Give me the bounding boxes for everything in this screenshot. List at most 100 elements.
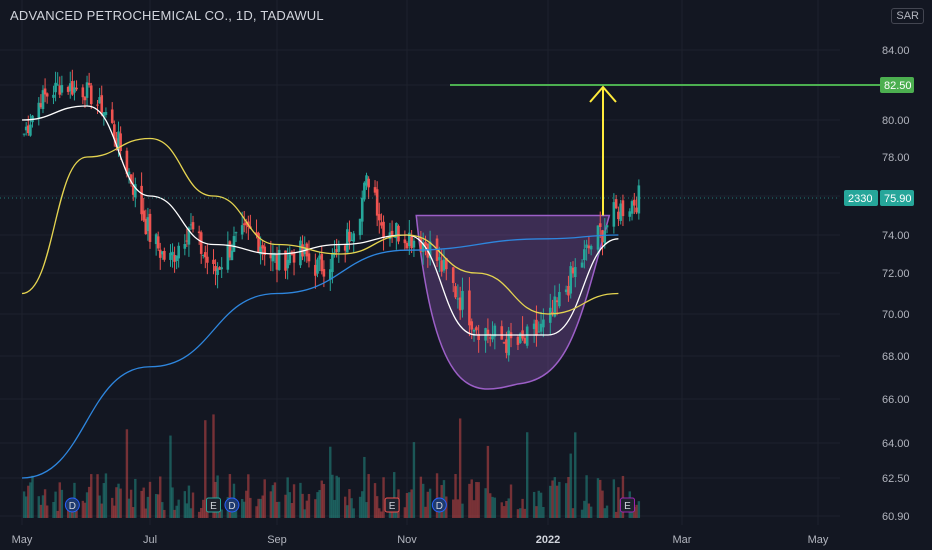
candle-body	[58, 85, 62, 95]
volume-bar	[491, 496, 494, 518]
volume-bar	[337, 477, 341, 518]
volume-bar	[75, 510, 78, 518]
volume-bar	[301, 493, 304, 518]
candle-body	[564, 289, 568, 293]
candle-body	[117, 131, 120, 151]
volume-bar	[637, 501, 641, 518]
event-marker-label: E	[210, 501, 217, 512]
candle-body	[523, 337, 527, 344]
volume-bar	[104, 473, 108, 518]
candle-body	[493, 325, 497, 337]
volume-bar	[275, 501, 279, 518]
candle-body	[580, 262, 584, 268]
volume-bar	[521, 498, 524, 518]
x-tick-label: Sep	[267, 534, 287, 546]
volume-bar	[144, 508, 148, 518]
volume-bar	[56, 510, 59, 518]
earnings-marker-icon[interactable]	[619, 497, 635, 513]
volume-bar	[39, 504, 43, 518]
volume-bar	[113, 505, 116, 518]
candle-body	[185, 240, 189, 242]
volume-bar	[142, 487, 145, 518]
candle-body	[288, 252, 292, 264]
y-tick-label: 72.00	[882, 268, 910, 280]
candle-body	[491, 334, 494, 340]
candle-body	[89, 85, 93, 105]
volume-bar	[489, 493, 492, 518]
candle-body	[240, 225, 244, 235]
volume-bar	[603, 508, 606, 518]
volume-bar	[269, 491, 273, 518]
volume-bar	[271, 485, 275, 518]
volume-bar	[493, 497, 497, 518]
y-tick-label: 64.00	[882, 438, 910, 450]
volume-bar	[435, 473, 439, 518]
candle-body	[96, 104, 99, 106]
candle-body	[573, 267, 577, 278]
event-marker-label: D	[69, 501, 76, 512]
volume-bar	[307, 493, 311, 518]
candle-body	[60, 85, 64, 93]
candle-body	[537, 331, 541, 333]
volume-bar	[27, 485, 30, 518]
volume-bar	[183, 491, 187, 518]
volume-bar	[410, 489, 413, 518]
volume-bar	[159, 476, 162, 518]
candle-body	[614, 199, 618, 209]
volume-bar	[255, 506, 258, 518]
candle-body	[551, 311, 554, 314]
event-marker-label: E	[389, 501, 396, 512]
volume-bar	[45, 505, 49, 518]
candle-body	[131, 185, 135, 195]
volume-bar	[373, 483, 377, 518]
y-tick-label: 84.00	[882, 45, 910, 57]
volume-bar	[316, 492, 319, 518]
dividend-marker-icon[interactable]	[431, 497, 447, 513]
volume-bar	[500, 502, 503, 518]
candle-body	[263, 246, 267, 255]
candle-body	[500, 326, 504, 340]
earnings-marker-icon[interactable]	[384, 497, 400, 513]
candle-body	[532, 323, 536, 330]
candle-body	[292, 252, 296, 263]
candle-body	[477, 333, 480, 340]
candle-body	[228, 241, 232, 258]
candle-body	[68, 83, 72, 92]
candle-body	[328, 269, 332, 280]
candle-body	[286, 259, 289, 269]
dividend-marker-icon[interactable]	[64, 497, 80, 513]
candle-body	[553, 296, 557, 317]
volume-bar	[567, 477, 570, 518]
earnings-marker-icon[interactable]	[206, 497, 221, 513]
candle-body	[144, 218, 148, 235]
volume-bar	[119, 488, 122, 518]
chart-title: ADVANCED PETROCHEMICAL CO., 1D, TADAWUL	[10, 8, 324, 23]
volume-bar	[574, 432, 577, 518]
candle-body	[56, 84, 59, 86]
candle-body	[160, 251, 164, 255]
cup-pattern[interactable]	[415, 214, 611, 390]
candle-body	[102, 112, 106, 117]
candle-body	[41, 90, 45, 110]
volume-bar	[378, 508, 381, 518]
candle-body	[337, 245, 341, 252]
y-tick-label: 80.00	[882, 115, 910, 127]
candle-body	[85, 82, 89, 98]
candle-body	[148, 213, 152, 242]
candle-body	[146, 217, 150, 232]
volume-bar	[125, 429, 129, 518]
candle-body	[275, 254, 279, 270]
volume-bar	[171, 487, 174, 518]
currency-badge[interactable]: SAR	[891, 8, 924, 24]
candle-body	[350, 239, 353, 241]
candle-body	[589, 245, 593, 250]
volume-bar	[71, 510, 74, 518]
volume-bar	[542, 507, 545, 518]
last-price-badge	[880, 189, 914, 206]
volume-bar	[426, 491, 430, 518]
volume-bar	[421, 483, 425, 518]
volume-bar	[335, 475, 338, 518]
dividend-marker-icon[interactable]	[224, 497, 240, 513]
volume-bar	[83, 502, 87, 518]
